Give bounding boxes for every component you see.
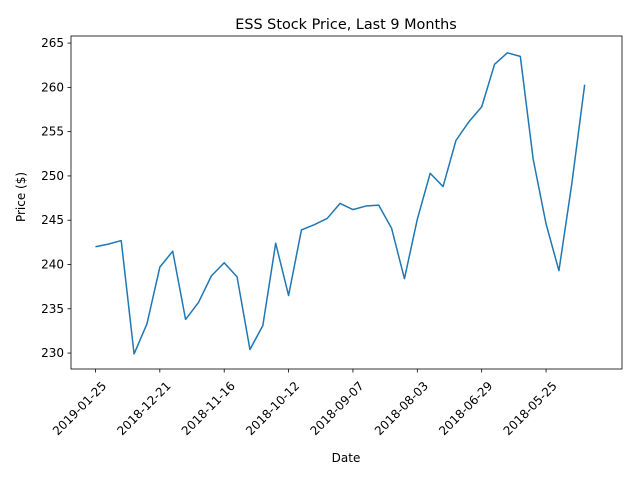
y-axis-label: Price ($) <box>14 172 28 222</box>
y-tick-label: 255 <box>41 125 64 139</box>
chart-title: ESS Stock Price, Last 9 Months <box>235 17 456 33</box>
y-tick-label: 245 <box>41 213 64 227</box>
y-tick-label: 230 <box>41 346 64 360</box>
y-tick-label: 260 <box>41 80 64 94</box>
y-tick-label: 265 <box>41 36 64 50</box>
axes-frame <box>70 35 623 370</box>
y-tick-label: 250 <box>41 169 64 183</box>
series-line-0 <box>95 52 586 355</box>
x-axis-label: Date <box>332 451 361 465</box>
y-tick-label: 240 <box>41 257 64 271</box>
y-tick-label: 235 <box>41 302 64 316</box>
